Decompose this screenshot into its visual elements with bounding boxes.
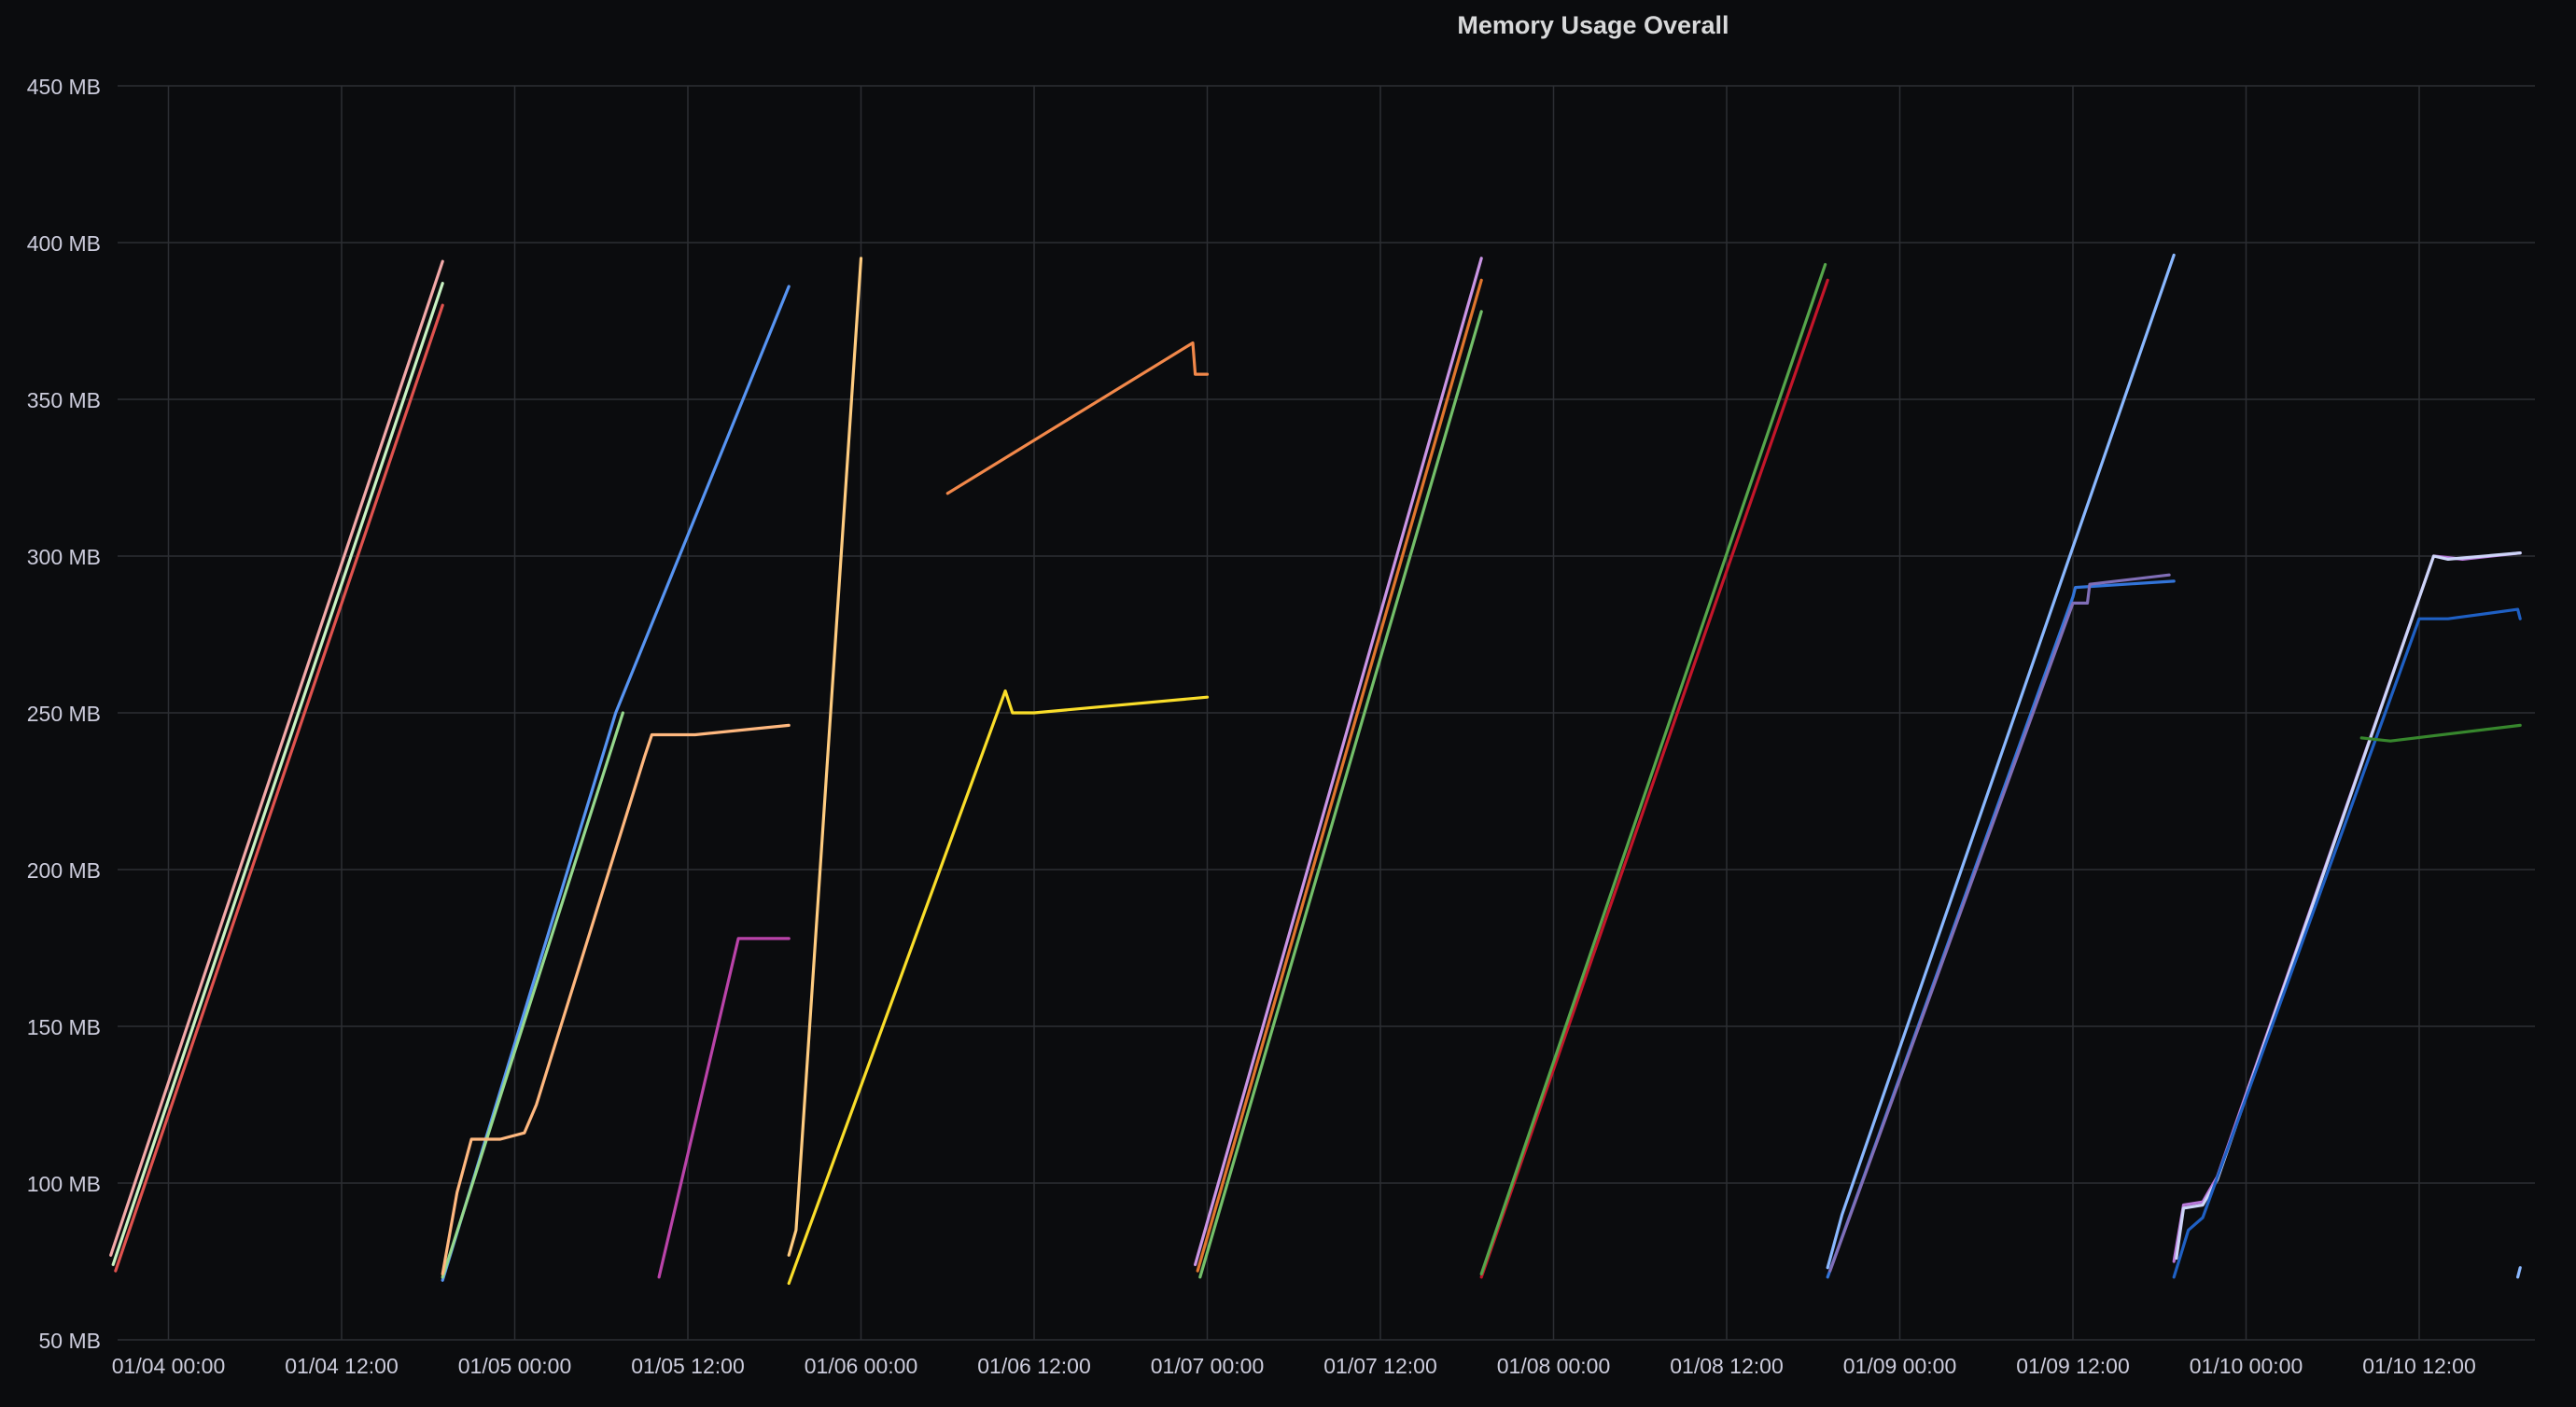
y-axis: 50 MB 100 MB 150 MB 200 MB 250 MB 300 MB 350 M… [27, 75, 101, 1353]
y-tick-label: 250 MB [27, 702, 101, 726]
y-tick-label: 150 MB [27, 1015, 101, 1039]
y-tick-label: 200 MB [27, 858, 101, 883]
series-line-21[interactable] [2172, 607, 2522, 1279]
x-tick-label: 01/09 00:00 [1843, 1354, 1957, 1378]
x-tick-label: 01/06 00:00 [805, 1354, 918, 1378]
series-line-14[interactable] [1479, 278, 1829, 1279]
grid-layer [118, 85, 2535, 1341]
series-line-13[interactable] [1198, 310, 1483, 1279]
chart-title: Memory Usage Overall [1457, 11, 1729, 39]
x-axis: 01/04 00:00 01/04 12:00 01/05 00:00 01/05 1… [112, 1354, 2476, 1378]
x-tick-label: 01/05 12:00 [631, 1354, 745, 1378]
series-line-4[interactable] [441, 285, 791, 1282]
series-line-16[interactable] [1826, 253, 2176, 1270]
y-tick-label: 450 MB [27, 75, 101, 99]
series-line-2[interactable] [111, 282, 444, 1267]
series-line-8[interactable] [787, 689, 1210, 1286]
series-line-7[interactable] [657, 937, 791, 1279]
series-line-6[interactable] [441, 723, 791, 1276]
series-line-11[interactable] [1193, 257, 1483, 1267]
y-tick-label: 400 MB [27, 231, 101, 256]
x-tick-label: 01/09 12:00 [2016, 1354, 2130, 1378]
x-tick-label: 01/10 00:00 [2190, 1354, 2303, 1378]
y-tick-label: 50 MB [39, 1329, 101, 1353]
x-tick-label: 01/08 12:00 [1670, 1354, 1784, 1378]
y-tick-label: 350 MB [27, 388, 101, 412]
x-tick-label: 01/10 12:00 [2362, 1354, 2476, 1378]
series-line-3[interactable] [114, 303, 444, 1273]
series-line-15[interactable] [1479, 262, 1827, 1276]
series-line-5[interactable] [441, 711, 625, 1279]
x-tick-label: 01/04 12:00 [285, 1354, 399, 1378]
series-line-12[interactable] [1196, 278, 1483, 1273]
series-line-18[interactable] [1828, 573, 2171, 1273]
series-line-10[interactable] [945, 341, 1210, 495]
x-tick-label: 01/08 00:00 [1497, 1354, 1611, 1378]
x-tick-label: 01/05 00:00 [458, 1354, 572, 1378]
series-line-23[interactable] [2516, 1266, 2522, 1279]
series-line-20[interactable] [2175, 550, 2522, 1261]
x-tick-label: 01/07 12:00 [1323, 1354, 1437, 1378]
x-tick-label: 01/06 12:00 [977, 1354, 1091, 1378]
series-line-9[interactable] [787, 257, 863, 1257]
series-line-17[interactable] [1826, 579, 2176, 1279]
series-line-22[interactable] [2359, 723, 2522, 743]
x-tick-label: 01/07 00:00 [1151, 1354, 1265, 1378]
series-layer [109, 253, 2522, 1286]
y-tick-label: 100 MB [27, 1172, 101, 1196]
y-tick-label: 300 MB [27, 545, 101, 569]
x-tick-label: 01/04 00:00 [112, 1354, 226, 1378]
series-line-1[interactable] [109, 259, 444, 1257]
